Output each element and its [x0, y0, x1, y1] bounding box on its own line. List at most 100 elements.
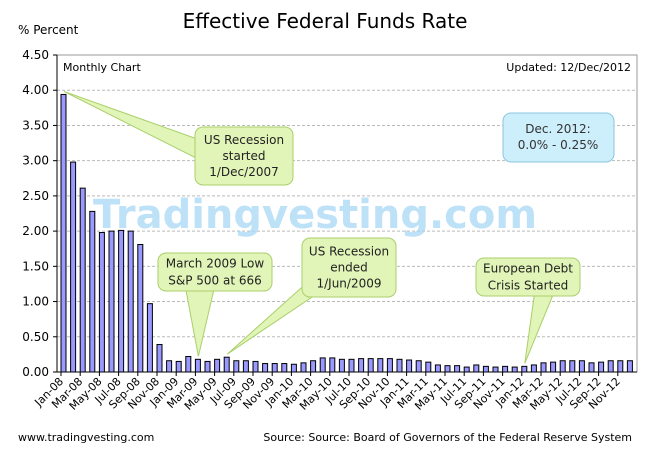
bar-Jan-09 — [175, 360, 182, 373]
bar-Jun-10 — [338, 358, 345, 373]
bar-Apr-12 — [550, 361, 557, 373]
callout-text: US Recession — [204, 133, 284, 147]
bar-Feb-10 — [300, 362, 307, 373]
y-tick-label: 3.00 — [22, 154, 49, 168]
annotation-callout: US Recession ended 1/Jun/2009 — [226, 237, 397, 355]
bar-Nov-12 — [617, 360, 624, 373]
bar-Nov-08 — [156, 344, 163, 373]
bar-Jul-12 — [578, 360, 585, 373]
bar-Sep-10 — [367, 358, 374, 373]
bar-Jul-09 — [233, 360, 240, 373]
bar-Jul-10 — [348, 358, 355, 373]
bar-Mar-08 — [79, 187, 86, 373]
annotation-callout: European Debt Crisis Started — [475, 257, 581, 364]
bar-Nov-10 — [386, 358, 393, 373]
y-tick-label: 2.00 — [22, 224, 49, 238]
callout-box — [475, 257, 581, 297]
bar-Sep-12 — [598, 361, 605, 373]
bar-Aug-08 — [127, 230, 134, 373]
bar-Feb-08 — [70, 161, 77, 373]
bar-May-08 — [98, 232, 105, 373]
bar-Jun-09 — [223, 356, 230, 373]
bar-Apr-11 — [434, 364, 441, 373]
callout-box — [301, 237, 397, 298]
bar-Mar-12 — [540, 362, 547, 373]
bar-Jun-08 — [108, 230, 115, 373]
bar-Dec-08 — [166, 360, 173, 373]
bar-Oct-09 — [262, 363, 269, 373]
bar-Feb-12 — [530, 364, 537, 373]
bar-Sep-11 — [482, 365, 489, 373]
bar-Mar-09 — [194, 358, 201, 373]
info-box: Dec. 2012: 0.0% - 0.25% — [502, 112, 615, 163]
bar-Oct-12 — [607, 360, 614, 373]
bar-Apr-08 — [89, 210, 96, 373]
bar-Aug-09 — [242, 360, 249, 373]
watermark: Tradingvesting.com — [93, 192, 537, 238]
y-tick-label: 1.50 — [22, 259, 49, 273]
bar-Feb-09 — [185, 356, 192, 373]
callout-text: ended — [330, 261, 368, 275]
bar-Aug-11 — [473, 364, 480, 373]
chart-title: Effective Federal Funds Rate — [183, 9, 468, 33]
bar-Jul-11 — [463, 366, 470, 373]
bar-Oct-10 — [377, 358, 384, 373]
y-tick-label: 3.50 — [22, 118, 49, 132]
bar-May-09 — [214, 358, 221, 373]
callout-text: 1/Jun/2009 — [316, 277, 381, 291]
bar-Apr-10 — [319, 357, 326, 373]
callout-text: started — [223, 149, 266, 163]
annotation-callout: March 2009 Low S&P 500 at 666 — [157, 252, 273, 357]
info-box-text: Dec. 2012: — [525, 122, 590, 136]
annotation-callout: US Recession started 1/Dec/2007 — [63, 90, 294, 186]
callout-box — [157, 252, 273, 292]
y-tick-label: 4.50 — [22, 48, 49, 62]
y-tick-label: 0.50 — [22, 330, 49, 344]
bar-May-11 — [444, 365, 451, 373]
bar-Feb-11 — [415, 360, 422, 373]
callout-text: 1/Dec/2007 — [209, 165, 278, 179]
callout-text: European Debt — [483, 262, 573, 276]
bar-Aug-12 — [588, 362, 595, 373]
callout-text: Crisis Started — [488, 279, 569, 293]
info-box-bg — [502, 112, 615, 163]
bar-Jun-12 — [569, 360, 576, 373]
bar-Dec-11 — [511, 366, 518, 373]
bar-Jul-08 — [118, 229, 125, 373]
bar-Jan-12 — [521, 365, 528, 373]
bar-Aug-10 — [358, 358, 365, 373]
y-tick-label: 0.00 — [22, 365, 49, 379]
y-tick-label: 1.00 — [22, 295, 49, 309]
bar-Sep-09 — [252, 360, 259, 373]
bar-Oct-08 — [146, 303, 153, 373]
callout-text: S&P 500 at 666 — [168, 274, 262, 288]
bar-Jan-08 — [60, 93, 67, 373]
bar-Apr-09 — [204, 360, 211, 373]
y-tick-label: 4.00 — [22, 83, 49, 97]
subtitle-left: Monthly Chart — [63, 61, 141, 74]
bar-Mar-11 — [425, 361, 432, 373]
bar-Jan-10 — [290, 363, 297, 373]
bar-Nov-11 — [502, 365, 509, 373]
y-tick-label: 2.50 — [22, 189, 49, 203]
callout-text: March 2009 Low — [166, 257, 265, 271]
bar-Dec-12 — [626, 360, 633, 373]
bar-Dec-10 — [396, 358, 403, 373]
bar-Jun-11 — [454, 365, 461, 373]
info-box-text: 0.0% - 0.25% — [518, 138, 599, 152]
callout-box — [194, 126, 294, 186]
footer-right: Source: Source: Board of Governors of th… — [263, 431, 632, 444]
bar-May-10 — [329, 357, 336, 373]
bar-Sep-08 — [137, 243, 144, 373]
callout-text: US Recession — [309, 245, 389, 259]
subtitle-right: Updated: 12/Dec/2012 — [506, 61, 631, 74]
footer-left: www.tradingvesting.com — [18, 431, 154, 444]
bar-Nov-09 — [271, 363, 278, 373]
bar-Jan-11 — [406, 359, 413, 373]
bar-May-12 — [559, 360, 566, 373]
y-axis-label: % Percent — [18, 23, 79, 37]
bar-Mar-10 — [310, 360, 317, 373]
bar-Oct-11 — [492, 366, 499, 373]
